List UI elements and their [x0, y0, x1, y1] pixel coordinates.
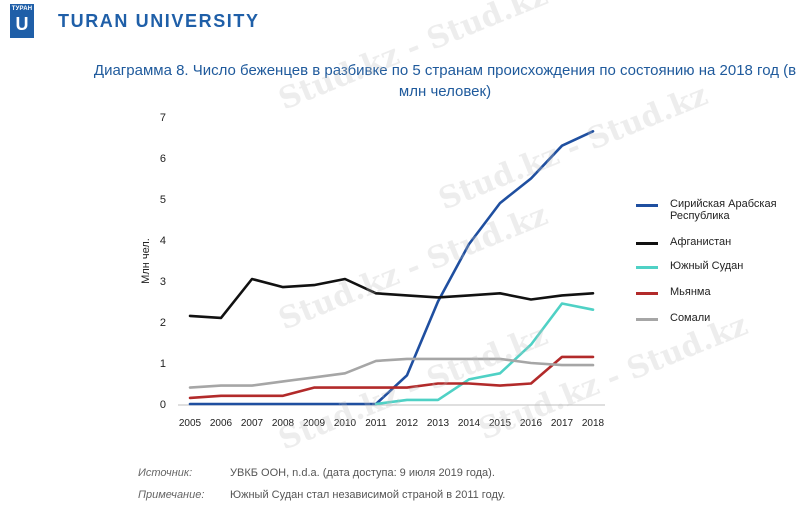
legend-item: Сирийская Арабская Республика — [636, 198, 790, 222]
series-line-0 — [188, 130, 595, 406]
legend-swatch — [636, 318, 658, 321]
legend-label: Афганистан — [670, 236, 732, 248]
x-tick-label: 2009 — [303, 418, 326, 429]
legend-label: Южный Судан — [670, 260, 744, 272]
chart-title: Диаграмма 8. Число беженцев в разбивке п… — [93, 62, 797, 100]
y-tick-label: 7 — [160, 112, 166, 124]
x-tick-label: 2016 — [520, 418, 543, 429]
source-note: Источник: УВКБ ООН, n.d.a. (дата доступа:… — [138, 467, 495, 479]
remark-note-label: Примечание: — [138, 489, 205, 501]
x-tick-label: 2013 — [427, 418, 450, 429]
logo-letter: U — [15, 14, 29, 34]
legend-item: Афганистан — [636, 236, 790, 248]
x-tick-label: 2015 — [489, 418, 512, 429]
series-line-1 — [188, 277, 595, 320]
x-tick-label: 2014 — [458, 418, 481, 429]
legend-label: Мьянма — [670, 286, 711, 298]
legend-swatch — [636, 292, 658, 295]
x-tick-labels: 2005 2006 2007 2008 2009 2010 2011 2012 2013 2014… — [179, 418, 605, 429]
y-tick-labels: 0 1 2 3 4 5 6 7 — [160, 112, 166, 411]
remark-note-text: Южный Судан стал независимой страной в 2… — [230, 489, 506, 501]
series-line-4 — [188, 357, 595, 389]
y-tick-label: 3 — [160, 276, 166, 288]
x-tick-label: 2017 — [551, 418, 574, 429]
source-note-text: УВКБ ООН, n.d.a. (дата доступа: 9 июля 2… — [230, 467, 495, 479]
remark-note: Примечание: Южный Судан стал независимой … — [138, 489, 505, 501]
x-tick-label: 2018 — [582, 418, 605, 429]
legend-label: Сирийская Арабская Республика — [670, 198, 777, 222]
x-tick-label: 2008 — [272, 418, 295, 429]
y-tick-label: 0 — [160, 399, 166, 411]
legend-swatch — [636, 242, 658, 245]
y-tick-label: 2 — [160, 317, 166, 329]
logo-text: ТУРАН — [11, 6, 33, 12]
legend-swatch — [636, 204, 658, 207]
y-tick-label: 5 — [160, 194, 166, 206]
x-tick-label: 2006 — [210, 418, 233, 429]
y-axis-label: Млн чел. — [140, 238, 152, 284]
legend-label: Сомали — [670, 312, 711, 324]
source-note-label: Источник: — [138, 467, 193, 479]
x-tick-label: 2007 — [241, 418, 264, 429]
series-lines — [188, 130, 595, 406]
x-tick-label: 2010 — [334, 418, 357, 429]
legend-item: Мьянма — [636, 286, 790, 298]
x-tick-label: 2011 — [365, 418, 387, 429]
series-line-2 — [374, 302, 595, 406]
header: ТУРАН U TURAN UNIVERSITY — [0, 0, 800, 46]
y-tick-label: 4 — [160, 235, 166, 247]
y-tick-label: 1 — [160, 358, 166, 370]
series-line-3 — [188, 355, 595, 400]
legend-item: Сомали — [636, 312, 790, 324]
university-logo: ТУРАН U — [10, 4, 34, 38]
legend-item: Южный Судан — [636, 260, 790, 272]
legend-swatch — [636, 266, 658, 269]
x-tick-label: 2012 — [396, 418, 419, 429]
x-tick-label: 2005 — [179, 418, 202, 429]
brand-name: TURAN UNIVERSITY — [58, 11, 260, 31]
y-tick-label: 6 — [160, 153, 166, 165]
